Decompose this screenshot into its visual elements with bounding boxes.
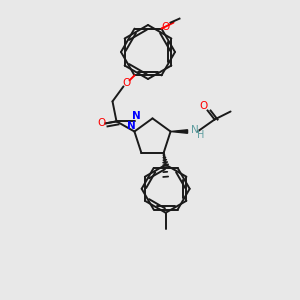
Text: N: N — [127, 121, 136, 130]
Polygon shape — [171, 130, 188, 133]
Text: O: O — [161, 22, 169, 32]
Text: O: O — [98, 118, 106, 128]
Text: H: H — [197, 130, 204, 140]
Text: N: N — [132, 111, 141, 122]
Text: O: O — [200, 100, 208, 110]
Text: O: O — [122, 78, 130, 88]
Text: N: N — [191, 124, 198, 134]
